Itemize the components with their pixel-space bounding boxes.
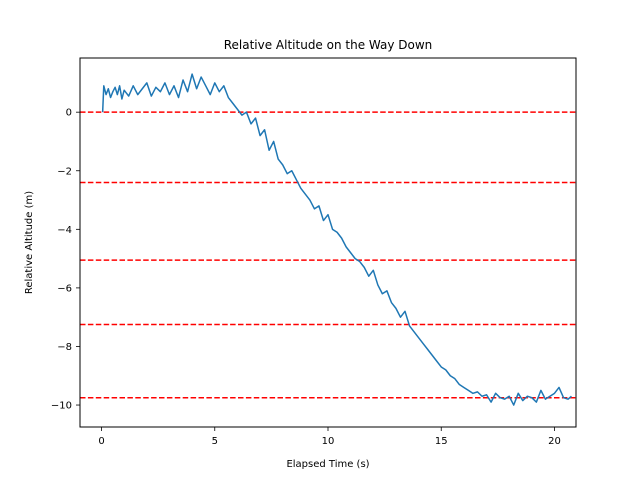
- y-tick-label: −2: [57, 166, 72, 177]
- y-tick-label: −6: [57, 283, 72, 294]
- chart-title: Relative Altitude on the Way Down: [224, 38, 433, 52]
- x-tick-label: 20: [548, 436, 561, 447]
- x-tick-label: 0: [98, 436, 104, 447]
- x-axis: 0 5 10 15 20: [98, 427, 561, 447]
- y-tick-label: −10: [51, 401, 72, 412]
- series-line-0: [101, 73, 572, 406]
- series-layer: [101, 73, 572, 406]
- x-tick-label: 5: [212, 436, 218, 447]
- y-tick-label: −4: [57, 225, 72, 236]
- y-axis-title: Relative Altitude (m): [24, 191, 35, 294]
- x-tick-label: 15: [435, 436, 448, 447]
- y-tick-label: 0: [66, 108, 72, 119]
- y-axis: 0 −2 −4 −6 −8 −10: [51, 108, 80, 412]
- y-tick-label: −8: [57, 342, 72, 353]
- x-axis-title: Elapsed Time (s): [286, 459, 369, 470]
- reference-lines: [80, 111, 576, 399]
- x-tick-label: 10: [322, 436, 335, 447]
